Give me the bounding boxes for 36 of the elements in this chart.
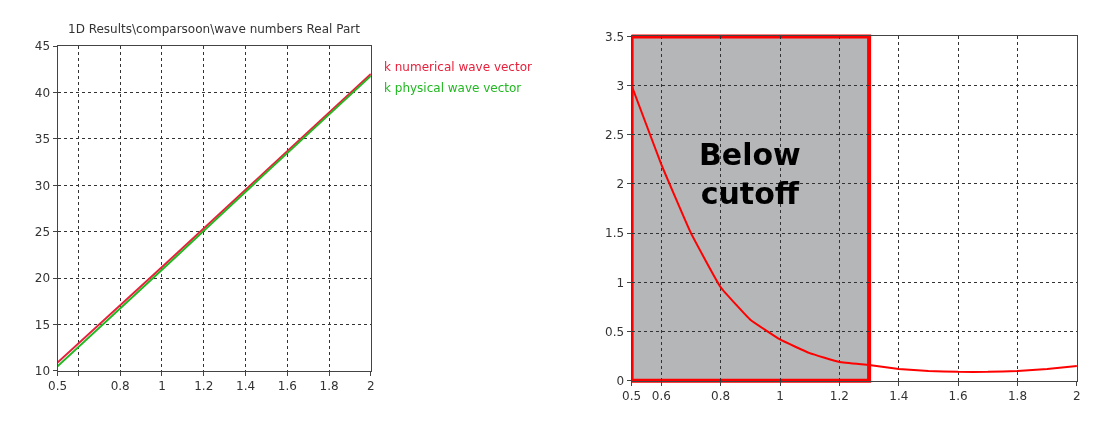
series-label: k numerical wave vector <box>384 60 533 74</box>
x-tick-label: 1.2 <box>194 379 214 394</box>
x-tick-label: 1.4 <box>236 379 256 394</box>
y-tick-label: 15 <box>34 317 51 332</box>
x-tick-label: 2 <box>367 379 375 394</box>
x-tick-label: 1.4 <box>889 389 909 404</box>
x-tick-label: 0.8 <box>110 379 130 394</box>
band-label: Below cutoff <box>699 137 801 211</box>
y-tick-label: 0.5 <box>605 324 625 339</box>
x-tick-label: 0.6 <box>651 389 671 404</box>
x-tick-label: 1.8 <box>1007 389 1028 404</box>
y-tick-label: 35 <box>34 132 51 147</box>
x-tick-label: 1.6 <box>948 389 968 404</box>
x-tick-label: 0.8 <box>711 389 731 404</box>
x-tick-label: 1.6 <box>277 379 297 394</box>
x-tick-label: 1 <box>158 379 166 394</box>
y-tick-label: 20 <box>34 271 51 286</box>
y-tick-label: 30 <box>34 178 51 193</box>
y-tick-label: 45 <box>34 39 51 54</box>
y-tick-label: 3 <box>616 78 625 93</box>
x-tick-label: 0.5 <box>48 379 68 394</box>
x-tick-label: 2 <box>1073 389 1081 404</box>
x-tick-label: 1.2 <box>829 389 849 404</box>
y-tick-label: 0 <box>616 373 625 388</box>
y-tick-label: 3.5 <box>605 29 625 44</box>
x-tick-label: 1.8 <box>319 379 339 394</box>
series-label: k physical wave vector <box>384 81 522 95</box>
y-tick-label: 1 <box>616 275 625 290</box>
y-tick-label: 25 <box>34 224 51 239</box>
y-tick-label: 2.5 <box>605 128 625 143</box>
x-tick-label: 1 <box>776 389 784 404</box>
y-tick-label: 40 <box>34 85 51 100</box>
y-tick-label: 2 <box>616 177 625 192</box>
y-tick-label: 1.5 <box>605 226 625 241</box>
y-tick-label: 10 <box>34 364 51 379</box>
chart-title: 1D Results\comparsoon\wave numbers Real Part <box>68 22 361 36</box>
